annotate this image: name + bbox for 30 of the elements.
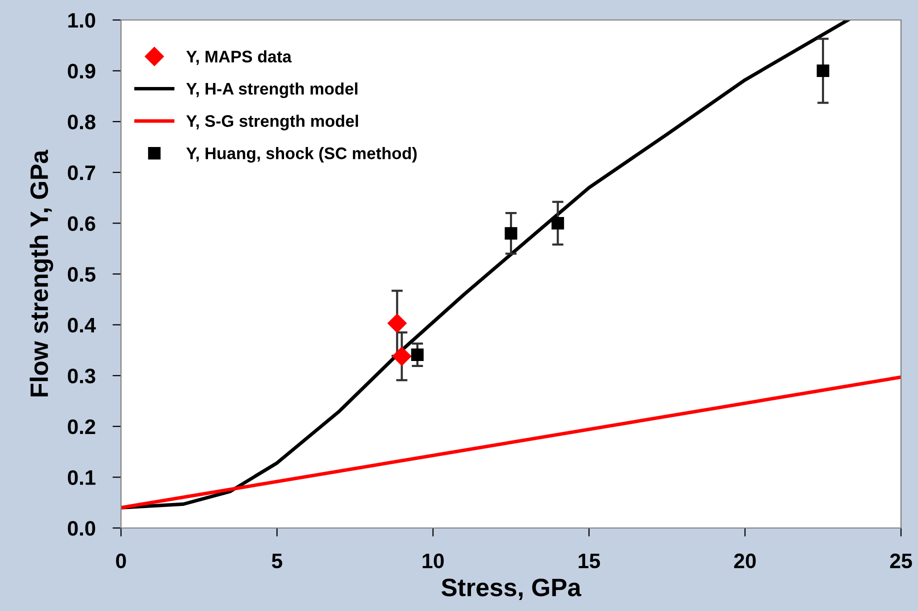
y-axis-title: Flow strength Y, GPa [30, 150, 54, 396]
y-tick-label: 0.7 [68, 165, 96, 180]
point [392, 346, 412, 366]
y-tick-label: 0.0 [68, 521, 96, 536]
y-tick-label: 0.5 [68, 267, 96, 282]
x-tick-label: 20 [734, 554, 756, 568]
y-tick-label: 0.8 [68, 114, 96, 130]
x-tick-label: 10 [422, 554, 444, 568]
y-tick-label: 0.4 [68, 318, 96, 333]
y-tick-label: 0.6 [68, 216, 96, 231]
y-tick-label: 0.9 [68, 64, 96, 79]
x-tick-label: 0 [116, 554, 126, 568]
x-tick-label: 15 [578, 554, 600, 568]
point [816, 64, 830, 78]
point [411, 348, 424, 362]
x-tick-label: 25 [890, 554, 912, 568]
y-tick-label: 0.2 [68, 419, 96, 434]
x-axis-title: Stress, GPa [442, 578, 582, 600]
legend-label: Y, H-A strength model [186, 82, 358, 98]
legend-label: Y, S-G strength model [186, 114, 358, 130]
y-tick-label: 1.0 [68, 13, 96, 28]
point [388, 314, 407, 333]
y-tick-label: 0.3 [68, 368, 96, 384]
point [552, 216, 564, 230]
x-tick-label: 5 [272, 554, 282, 568]
point [504, 227, 518, 240]
line-series [121, 20, 850, 510]
y-tick-label: 0.1 [68, 470, 96, 485]
legend-label: Y, Huang, shock (SC method) [186, 146, 417, 163]
legend-label: Y, MAPS data [186, 50, 292, 65]
